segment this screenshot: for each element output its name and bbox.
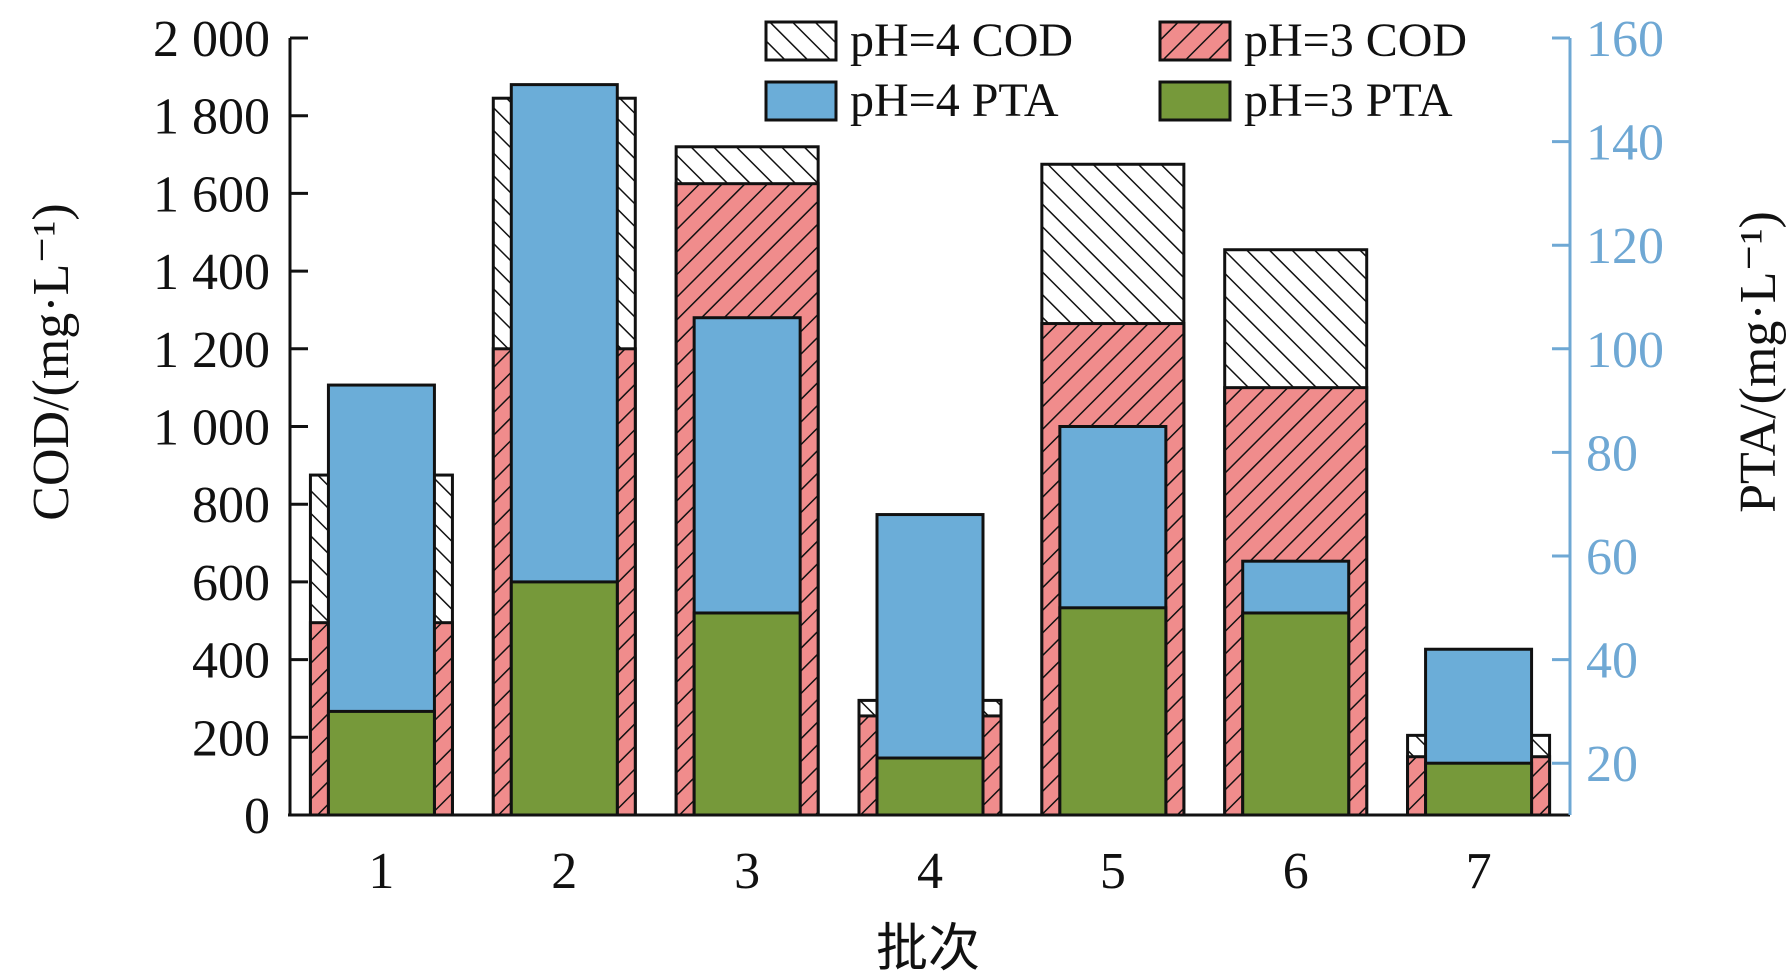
bar-ph-3-pta-batch-2 [509, 580, 619, 817]
x-tick-label: 3 [734, 843, 760, 900]
left-tick-label: 600 [192, 555, 270, 612]
bar-ph-3-pta-batch-3 [692, 611, 802, 817]
legend-label: pH=4 COD [850, 14, 1073, 67]
right-tick-label: 20 [1586, 736, 1638, 793]
x-tick-label: 5 [1100, 843, 1126, 900]
right-tick-label: 100 [1586, 322, 1664, 379]
x-tick-label: 6 [1283, 843, 1309, 900]
right-tick-label: 60 [1586, 529, 1638, 586]
left-tick-label: 800 [192, 477, 270, 534]
legend-swatch [764, 80, 838, 122]
right-tick-label: 160 [1586, 11, 1664, 68]
x-tick-label: 4 [917, 843, 943, 900]
x-axis-ticks: 1 2 3 4 5 6 7 [368, 843, 1491, 900]
right-tick-label: 120 [1586, 218, 1664, 275]
right-tick-label: 140 [1586, 115, 1664, 172]
left-tick-label: 1 800 [153, 89, 270, 146]
legend-label: pH=4 PTA [850, 74, 1059, 127]
x-tick-label: 2 [551, 843, 577, 900]
bar-ph-3-pta-batch-7 [1424, 761, 1534, 817]
bar-ph-3-pta-batch-1 [326, 709, 436, 817]
left-tick-label: 1 600 [153, 166, 270, 223]
legend-label: pH=3 PTA [1244, 74, 1453, 127]
left-tick-label: 1 400 [153, 244, 270, 301]
left-tick-label: 0 [244, 788, 270, 845]
left-tick-label: 1 200 [153, 322, 270, 379]
bar-ph-3-pta-batch-5 [1058, 606, 1168, 817]
legend-swatch [764, 20, 838, 62]
left-axis-title: COD/(mg·L⁻¹) [23, 203, 80, 520]
legend-swatch [1158, 20, 1232, 62]
right-tick-label: 40 [1586, 633, 1638, 690]
x-tick-label: 7 [1466, 843, 1492, 900]
bar-ph-3-pta-batch-4 [875, 756, 985, 817]
legend-swatch [1158, 80, 1232, 122]
right-axis-ticks: 20 40 60 80 100 120 140 160 [1552, 11, 1664, 793]
x-axis-title: 批次 [876, 921, 980, 978]
right-axis-title: PTA/(mg·L⁻¹) [1730, 211, 1787, 513]
legend: pH=4 COD pH=3 COD pH=4 PTA pH=3 PTA [764, 14, 1467, 127]
legend-label: pH=3 COD [1244, 14, 1467, 67]
left-tick-label: 200 [192, 710, 270, 767]
series-ph3-pta [326, 580, 1534, 817]
right-tick-label: 80 [1586, 425, 1638, 482]
left-axis-ticks: 0 200 400 600 800 1 000 1 200 1 400 1 600 1 800 2 … [153, 11, 308, 845]
left-tick-label: 1 000 [153, 400, 270, 457]
left-tick-label: 400 [192, 633, 270, 690]
x-tick-label: 1 [368, 843, 394, 900]
left-tick-label: 2 000 [153, 11, 270, 68]
bar-ph-3-pta-batch-6 [1241, 611, 1351, 817]
